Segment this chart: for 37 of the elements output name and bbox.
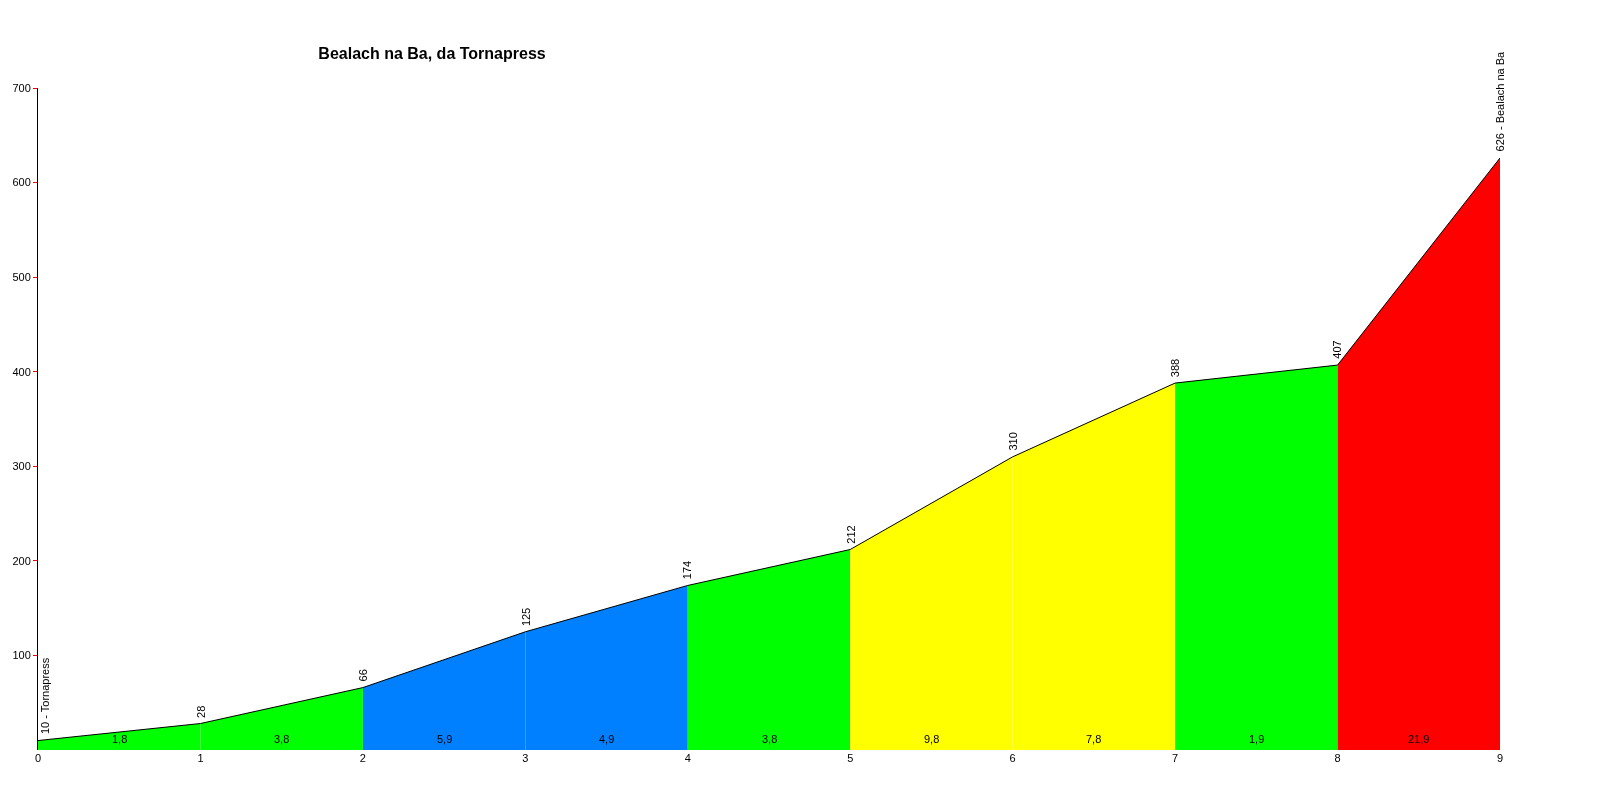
y-tick-label: 300 xyxy=(12,460,31,473)
annotation: 1,8 xyxy=(112,733,128,745)
annotation: 3,8 xyxy=(274,733,290,745)
x-tick-label: 9 xyxy=(1496,752,1504,764)
x-tick-label: 2 xyxy=(359,752,366,764)
data-label: 28 xyxy=(194,705,207,718)
x-tick-label: 8 xyxy=(1334,752,1341,764)
annotation: 7,8 xyxy=(1086,733,1102,745)
x-tick-label: 6 xyxy=(1009,752,1016,764)
data-label: 310 xyxy=(1006,432,1019,451)
x-tick-label: 3 xyxy=(522,752,529,764)
annotation: 21,9 xyxy=(1408,733,1430,745)
y-tick-label: 100 xyxy=(12,649,31,662)
data-label: 10 - Tornapress xyxy=(38,657,51,735)
data-label: 407 xyxy=(1331,340,1344,359)
x-tick-label: 0 xyxy=(34,752,42,764)
chart-title: Bealach na Ba, da Tornapress xyxy=(318,45,546,63)
annotation: 5,9 xyxy=(437,733,453,745)
y-tick-label: 700 xyxy=(12,81,31,94)
data-label: 212 xyxy=(844,525,857,544)
annotation: 9,8 xyxy=(924,733,940,745)
x-tick-label: 5 xyxy=(847,752,854,764)
annotation: 4,9 xyxy=(599,733,615,745)
data-label: 388 xyxy=(1169,358,1182,378)
x-tick-label: 7 xyxy=(1172,752,1179,764)
data-label: 626 - Bealach na Ba xyxy=(1493,50,1506,152)
x-tick-label: 1 xyxy=(197,752,204,764)
annotation: 3,8 xyxy=(762,733,778,745)
data-label: 125 xyxy=(519,607,532,627)
annotation: 1,9 xyxy=(1249,733,1265,745)
y-tick-label: 500 xyxy=(12,270,31,283)
y-tick-label: 600 xyxy=(12,176,31,189)
x-tick-label: 4 xyxy=(684,752,691,764)
data-label: 174 xyxy=(681,560,694,580)
y-tick-label: 400 xyxy=(12,365,31,378)
data-label: 66 xyxy=(357,669,370,682)
y-tick-label: 200 xyxy=(12,554,31,567)
